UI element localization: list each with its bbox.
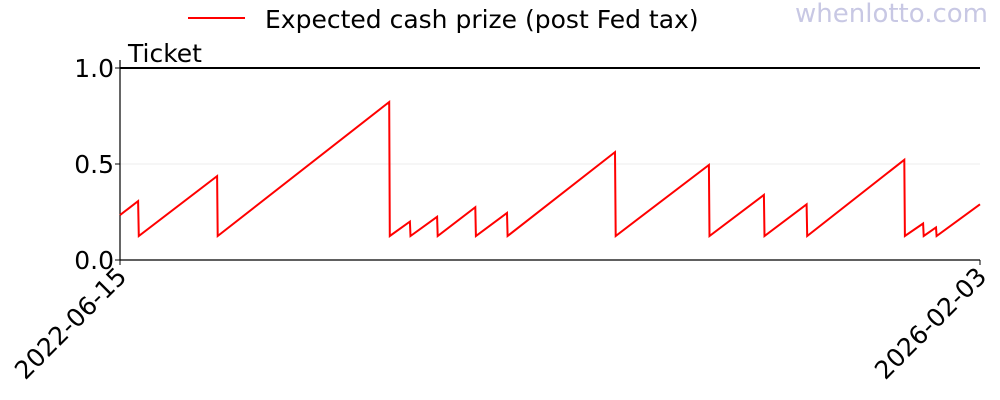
x-tick-label: 2022-06-15 [9, 262, 132, 385]
y-tick-label: 0.5 [74, 150, 114, 179]
legend-label: Expected cash prize (post Fed tax) [265, 5, 699, 34]
x-tick-label: 2026-02-03 [869, 262, 992, 385]
chart-title: Ticket [127, 39, 202, 68]
y-tick-label: 0.0 [74, 246, 114, 275]
series-line-expected-cash-prize [119, 99, 981, 239]
watermark: whenlotto.com [795, 0, 988, 29]
y-tick-label: 1.0 [74, 54, 114, 83]
